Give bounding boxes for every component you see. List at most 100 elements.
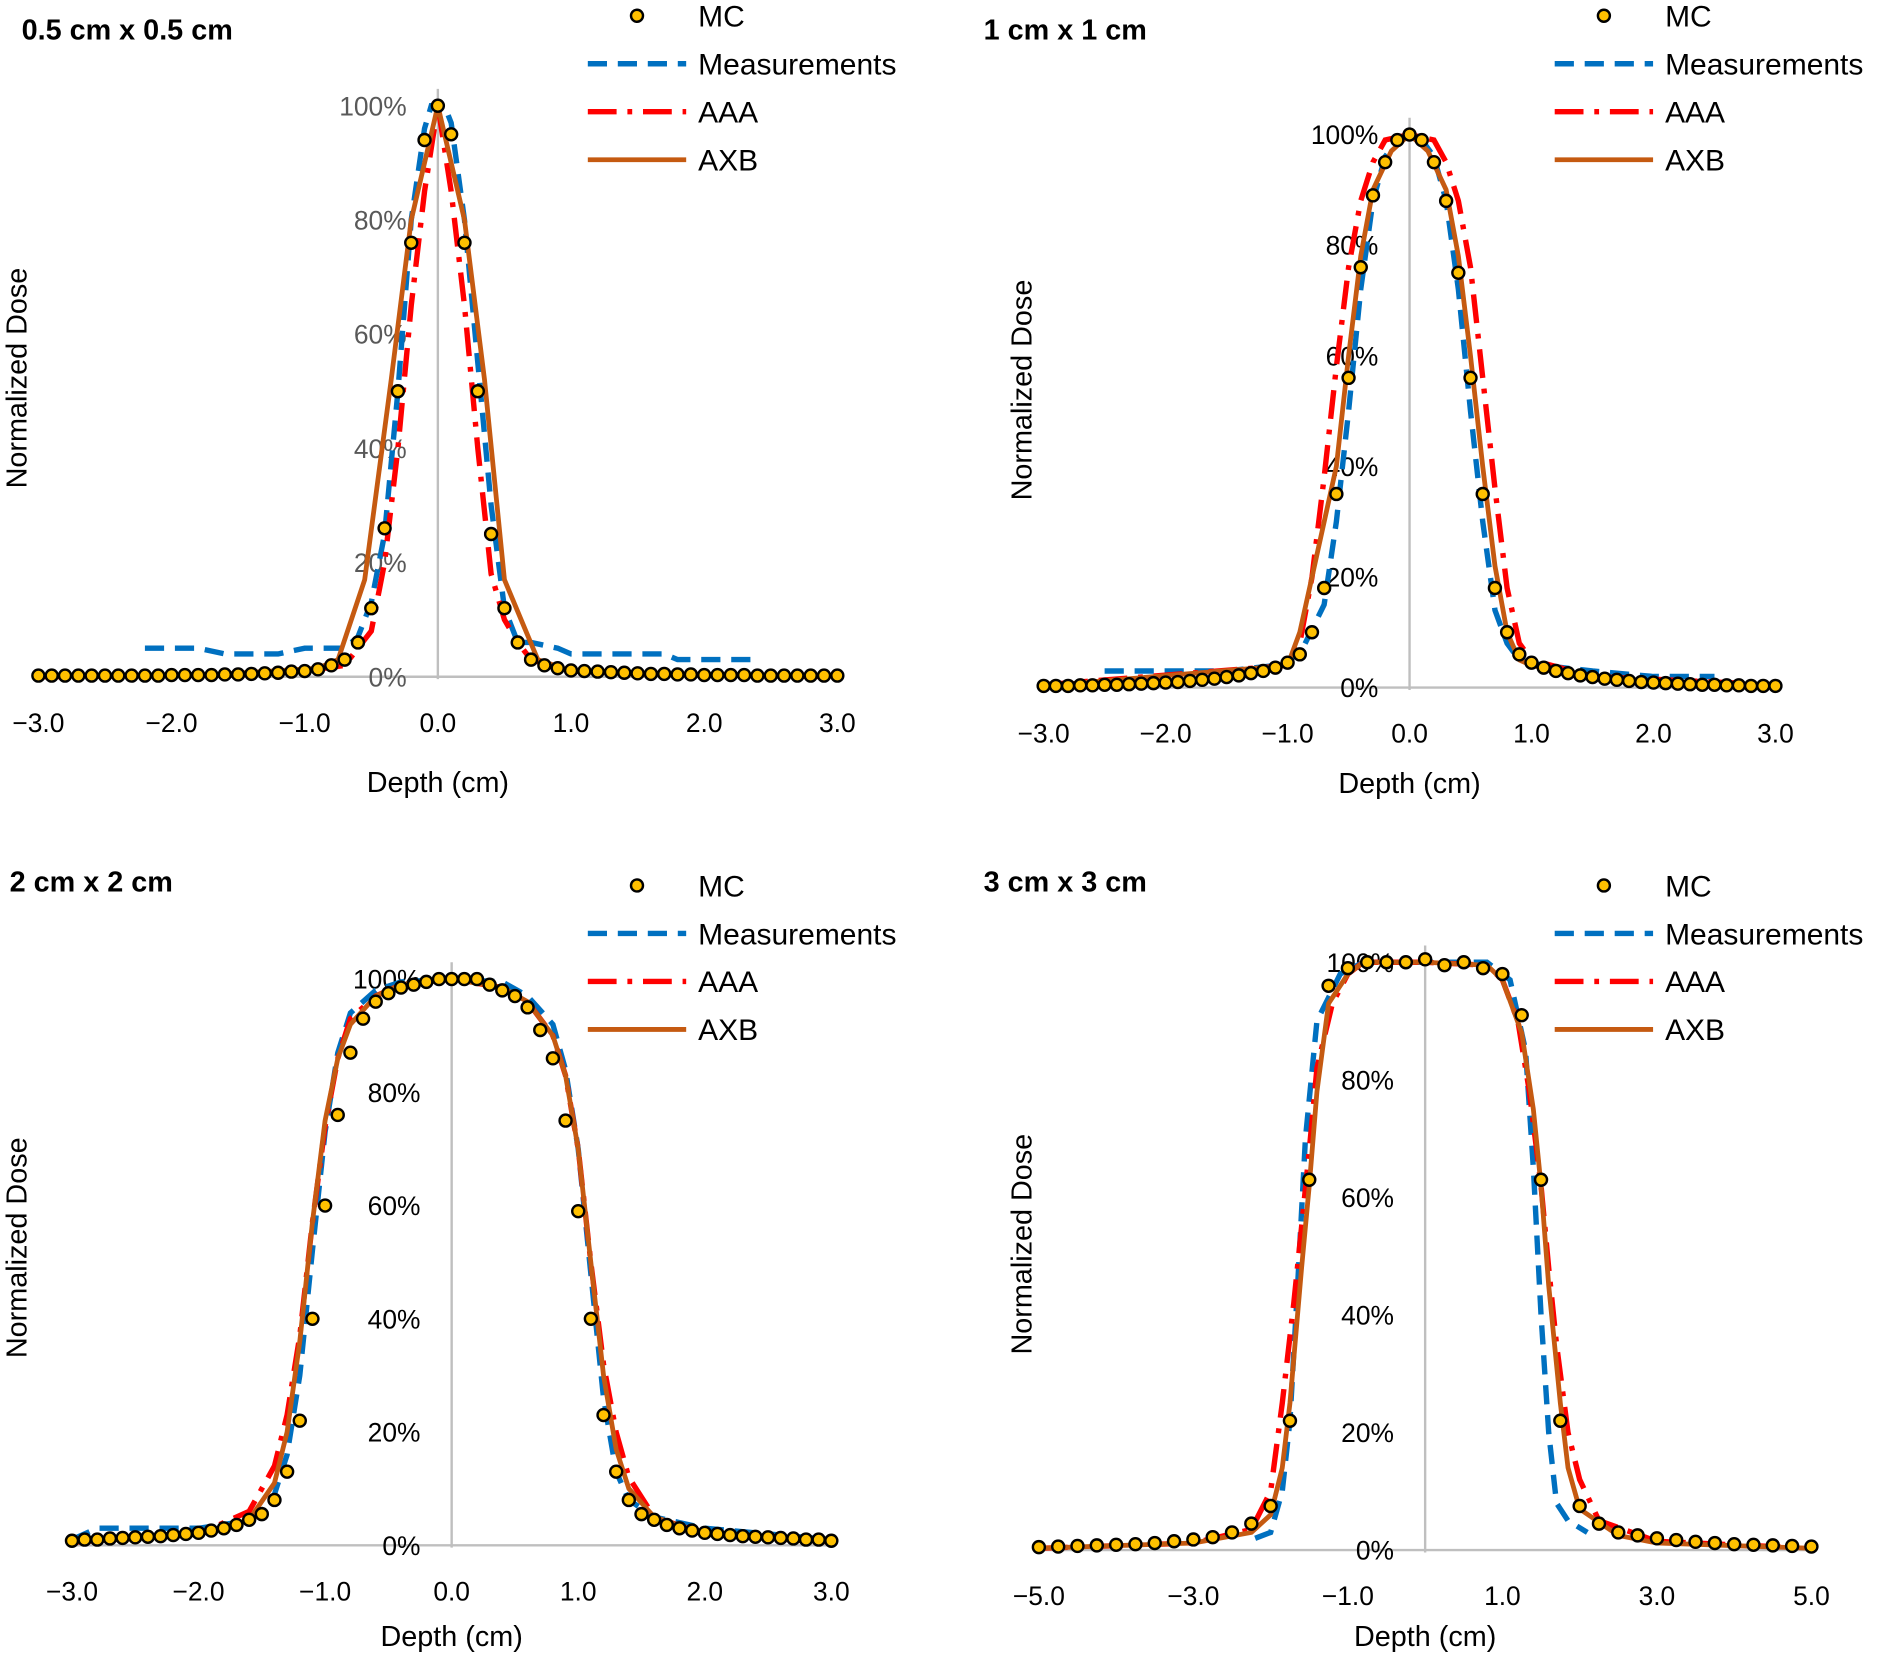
mc-data-point — [57, 668, 73, 683]
mc-data-point — [102, 1531, 118, 1546]
mc-data-point — [710, 667, 725, 683]
legend: MC Measurements AAA AXB — [587, 870, 896, 1047]
x-tick-label: 1.0 — [1484, 1581, 1521, 1611]
x-tick-label: −2.0 — [1140, 719, 1192, 749]
mc-data-point — [1463, 370, 1478, 386]
mc-data-point — [1514, 1007, 1529, 1023]
mc-data-point — [1219, 669, 1234, 685]
mc-data-point — [621, 1492, 637, 1508]
y-tick-label: 40% — [368, 1304, 421, 1334]
mc-data-point — [191, 1525, 206, 1541]
mc-data-point — [1379, 955, 1394, 970]
mc-data-point — [84, 668, 99, 683]
mc-data-point — [1302, 1172, 1317, 1187]
mc-data-point — [217, 667, 233, 682]
mc-data-point — [377, 521, 392, 536]
mc-data-point — [404, 235, 419, 250]
legend-label: MC — [1665, 870, 1712, 903]
chart-panel-4: 0%20%40%60%80%100%−5.0−3.0−1.01.03.05.03… — [984, 866, 1864, 1653]
mc-data-point — [1089, 1538, 1105, 1553]
mc-data-point — [1585, 669, 1600, 685]
mc-data-point — [1243, 665, 1259, 681]
x-tick-label: −3.0 — [1018, 719, 1070, 749]
x-tick-label: −1.0 — [299, 1576, 351, 1606]
mc-data-point — [1646, 675, 1661, 690]
mc-data-point — [1437, 957, 1452, 973]
mc-data-point — [735, 1529, 750, 1544]
mc-data-point — [216, 1521, 232, 1536]
mc-data-point — [672, 1521, 687, 1536]
mc-data-point — [1634, 674, 1649, 690]
series-mc — [1036, 127, 1783, 694]
x-tick-label: 0.0 — [420, 708, 457, 738]
chart-title: 0.5 cm x 0.5 cm — [22, 15, 233, 47]
mc-data-point — [1784, 1538, 1800, 1554]
legend-label: Measurements — [1665, 918, 1863, 951]
mc-data-point — [1804, 1539, 1819, 1554]
mc-data-point — [646, 1512, 662, 1527]
mc-data-point — [128, 1530, 143, 1545]
mc-data-point — [1377, 154, 1393, 170]
x-tick-label: −2.0 — [172, 1576, 224, 1606]
chart-panel-2: 0%20%40%60%80%100%−3.0 −2.0 −1.0 0.0 1.0 2.0 3… — [984, 1, 1864, 801]
y-axis-title: Normalized Dose — [1, 268, 33, 489]
y-tick-label: 80% — [1341, 1065, 1394, 1095]
mc-data-point — [1591, 1516, 1607, 1531]
y-tick-label: 20% — [368, 1418, 421, 1448]
mc-data-point — [558, 1113, 573, 1128]
mc-data-point — [1414, 132, 1429, 148]
mc-data-point — [1611, 1525, 1626, 1540]
mc-data-point — [330, 1107, 345, 1123]
legend-label: AAA — [1665, 97, 1725, 130]
mc-data-point — [1670, 676, 1686, 691]
x-tick-label: −1.0 — [1262, 719, 1314, 749]
mc-data-point — [393, 980, 409, 995]
mc-data-point — [790, 668, 805, 683]
mc-data-point — [1533, 1172, 1549, 1187]
mc-data-point — [368, 994, 383, 1009]
y-tick-label: 60% — [1341, 1183, 1394, 1213]
mc-data-point — [317, 1198, 333, 1213]
mc-data-point — [1746, 1537, 1761, 1552]
mc-data-point — [1398, 955, 1414, 970]
mc-data-point — [773, 1530, 788, 1546]
mc-data-point — [786, 1531, 801, 1546]
series-mc — [1031, 952, 1819, 1555]
mc-data-point — [1726, 1536, 1742, 1552]
mc-data-point — [763, 668, 778, 683]
y-tick-label: 0% — [369, 662, 407, 692]
mc-data-point — [241, 1512, 257, 1527]
x-tick-label: −3.0 — [46, 1576, 98, 1606]
mc-data-point — [305, 1311, 320, 1326]
mc-data-point — [431, 971, 447, 987]
mc-data-point — [1353, 260, 1368, 275]
mc-data-point — [1669, 1532, 1684, 1548]
mc-data-point — [1682, 677, 1698, 692]
legend-label: MC — [1665, 1, 1712, 34]
mc-data-point — [1402, 127, 1417, 142]
mc-data-point — [44, 668, 59, 683]
mc-data-point — [523, 652, 539, 667]
mc-data-point — [683, 667, 699, 682]
x-axis-title: Depth (cm) — [1354, 1621, 1496, 1653]
mc-data-point — [520, 1000, 535, 1015]
mc-data-point — [1060, 678, 1076, 694]
y-tick-label: 80% — [368, 1078, 421, 1108]
mc-data-point — [798, 1532, 814, 1547]
y-tick-label: 60% — [368, 1191, 421, 1221]
mc-data-point — [337, 652, 352, 667]
mc-data-point — [1707, 1535, 1723, 1551]
mc-data-point — [1085, 678, 1100, 693]
legend-label: AXB — [698, 1014, 758, 1047]
mc-data-point — [1073, 678, 1088, 693]
legend-label: AAA — [1665, 966, 1725, 999]
series-line-measurements — [144, 103, 758, 663]
mc-data-point — [760, 1530, 776, 1545]
chart-panel-1: 0%20%40%60%80%100%−3.0 −2.0 −1.0 0.0 1.0 2.0 3… — [1, 1, 896, 799]
mc-data-point — [444, 971, 459, 987]
mc-data-point — [1495, 966, 1510, 982]
mc-data-point — [1390, 132, 1405, 148]
mc-data-point — [292, 1413, 307, 1428]
x-tick-label: 3.0 — [813, 1576, 850, 1606]
mc-data-point — [1128, 1536, 1143, 1552]
